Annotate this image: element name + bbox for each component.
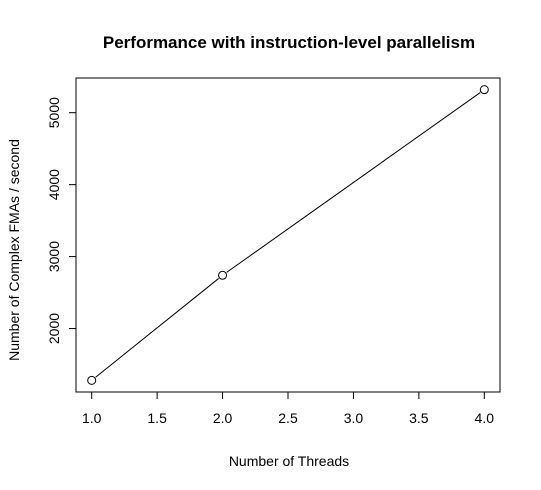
- y-tick-label: 2000: [46, 313, 62, 344]
- x-tick-label: 3.0: [344, 410, 364, 426]
- x-tick-label: 2.5: [278, 410, 298, 426]
- data-series: [87, 85, 489, 385]
- x-axis: 1.0 1.5 2.0 2.5 3.0 3.5 4.0: [82, 391, 495, 426]
- series-line-segment: [95, 278, 219, 378]
- x-axis-label: Number of Threads: [229, 453, 349, 469]
- chart-title: Performance with instruction-level paral…: [103, 33, 475, 52]
- y-axis-label: Number of Complex FMAs / second: [6, 139, 22, 361]
- plot-frame: [75, 77, 501, 393]
- x-tick-label: 3.5: [409, 410, 429, 426]
- data-point: [479, 85, 489, 95]
- data-point: [87, 375, 97, 385]
- x-tick-label: 1.5: [147, 410, 167, 426]
- data-point: [218, 270, 228, 280]
- x-tick-label: 1.0: [82, 410, 102, 426]
- y-tick-label: 4000: [46, 169, 62, 200]
- x-tick-label: 2.0: [213, 410, 233, 426]
- y-tick-label: 5000: [46, 97, 62, 128]
- x-tick-label: 4.0: [475, 410, 495, 426]
- y-axis: 2000 3000 4000 5000: [46, 97, 77, 344]
- series-line-segment: [226, 92, 481, 273]
- y-tick-label: 3000: [46, 241, 62, 272]
